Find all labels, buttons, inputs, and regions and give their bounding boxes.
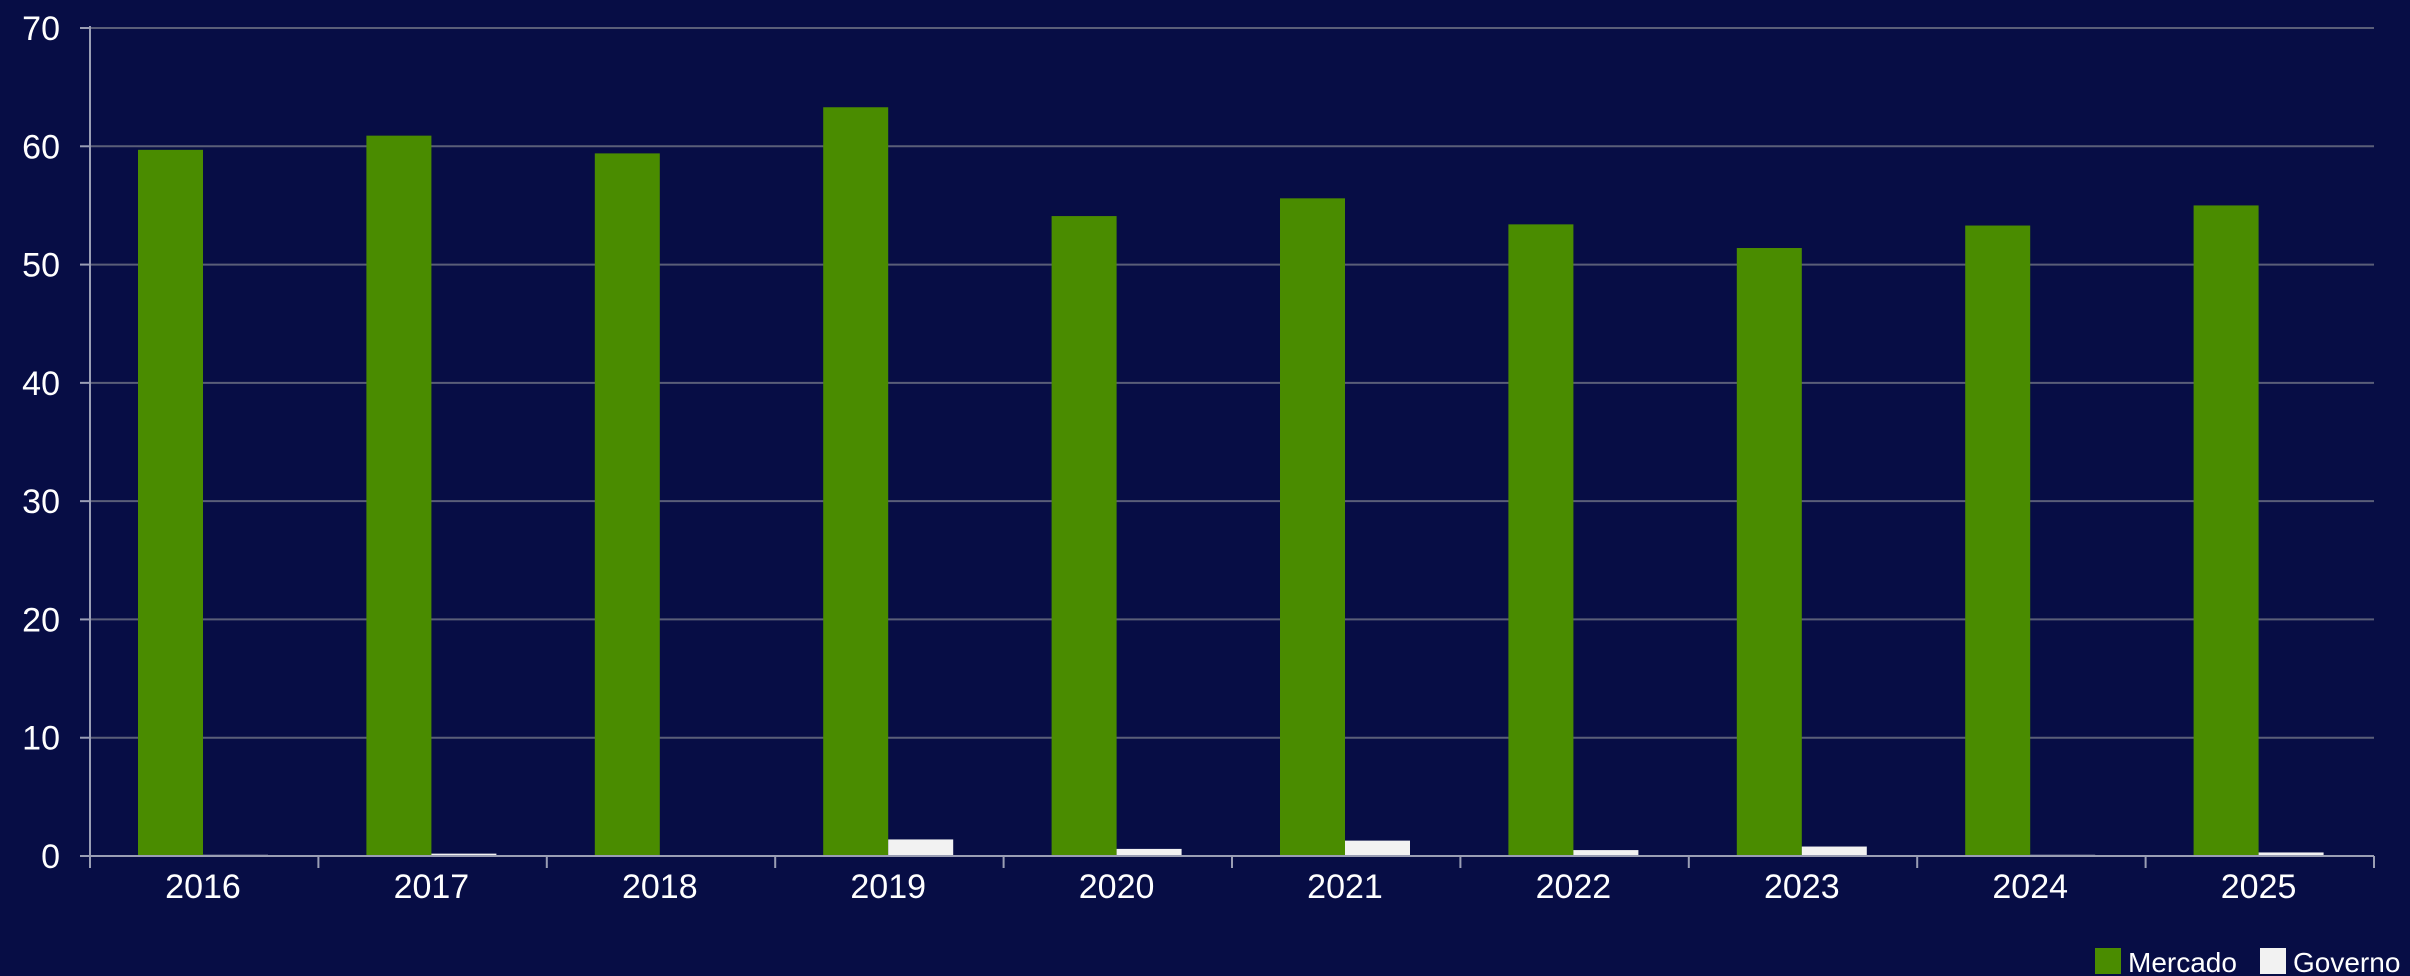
bar-governo-2025 bbox=[2258, 852, 2324, 856]
bar-governo-2021 bbox=[1345, 840, 1410, 856]
y-tick-label: 10 bbox=[22, 720, 60, 758]
x-tick-label: 2017 bbox=[394, 868, 470, 906]
x-tick-label: 2025 bbox=[2221, 868, 2297, 906]
legend-label-mercado: Mercado bbox=[2128, 947, 2237, 976]
x-tick-label: 2016 bbox=[165, 868, 241, 906]
legend-label-governo: Governo bbox=[2293, 947, 2400, 976]
y-tick-label: 70 bbox=[22, 10, 60, 48]
y-tick-label: 50 bbox=[22, 247, 60, 285]
legend-swatch-governo bbox=[2260, 948, 2286, 974]
bars bbox=[138, 107, 2324, 857]
bar-mercado-2025 bbox=[2193, 205, 2259, 856]
bar-mercado-2020 bbox=[1051, 216, 1117, 856]
legend-swatch-mercado bbox=[2095, 948, 2121, 974]
y-tick-label: 20 bbox=[22, 601, 60, 639]
bar-mercado-2019 bbox=[823, 107, 889, 857]
x-tick-label: 2020 bbox=[1079, 868, 1155, 906]
bar-mercado-2023 bbox=[1736, 248, 1802, 857]
bar-mercado-2017 bbox=[366, 135, 432, 856]
bar-mercado-2022 bbox=[1508, 224, 1574, 857]
y-tick-label: 30 bbox=[22, 483, 60, 521]
x-tick-label: 2023 bbox=[1764, 868, 1840, 906]
x-tick-label: 2018 bbox=[622, 868, 698, 906]
bar-mercado-2024 bbox=[1965, 225, 2031, 857]
bar-mercado-2016 bbox=[138, 149, 203, 856]
bar-governo-2022 bbox=[1573, 850, 1639, 856]
y-tick-label: 60 bbox=[22, 128, 60, 166]
bar-mercado-2018 bbox=[594, 153, 660, 856]
x-tick-label: 2024 bbox=[1992, 868, 2068, 906]
bar-governo-2020 bbox=[1116, 848, 1182, 856]
bar-governo-2017 bbox=[431, 853, 497, 856]
y-tick-label: 0 bbox=[41, 838, 60, 876]
legend: Mercado Governo bbox=[2095, 947, 2400, 976]
x-tick-label: 2022 bbox=[1536, 868, 1612, 906]
y-tick-label: 40 bbox=[22, 365, 60, 403]
x-tick-label: 2021 bbox=[1307, 868, 1383, 906]
bar-governo-2019 bbox=[888, 839, 954, 856]
axes: 0 10 20 30 40 50 60 70 2016 2017 2018 2019 2020 2021 2… bbox=[22, 10, 2375, 906]
bar-mercado-2021 bbox=[1280, 198, 1345, 856]
gridlines bbox=[90, 27, 2374, 739]
x-tick-label: 2019 bbox=[850, 868, 926, 906]
bar-governo-2023 bbox=[1801, 846, 1867, 856]
